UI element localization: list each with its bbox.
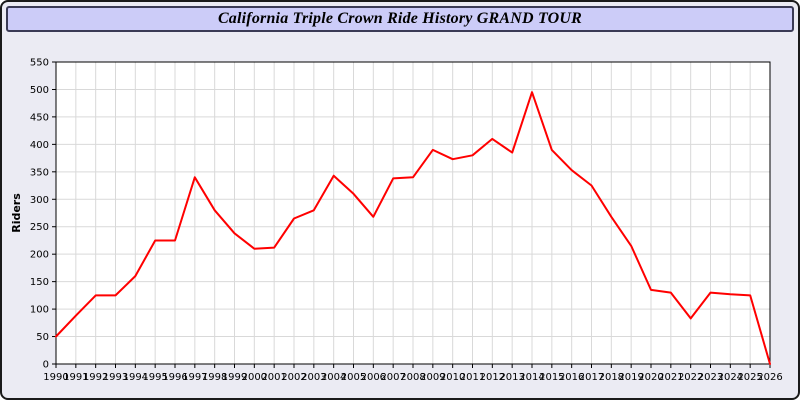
svg-text:2025: 2025 (737, 372, 762, 383)
svg-text:2021: 2021 (658, 372, 683, 383)
svg-text:2026: 2026 (757, 372, 782, 383)
svg-text:2023: 2023 (698, 372, 723, 383)
svg-text:2004: 2004 (321, 372, 346, 383)
svg-text:2007: 2007 (380, 372, 405, 383)
svg-text:1993: 1993 (103, 372, 128, 383)
svg-text:2015: 2015 (539, 372, 564, 383)
svg-text:1991: 1991 (63, 372, 88, 383)
svg-text:2001: 2001 (261, 372, 286, 383)
svg-text:1999: 1999 (222, 372, 247, 383)
svg-text:1995: 1995 (142, 372, 167, 383)
svg-text:300: 300 (30, 195, 49, 206)
svg-text:500: 500 (30, 85, 49, 96)
svg-text:1992: 1992 (83, 372, 108, 383)
svg-text:100: 100 (30, 305, 49, 316)
svg-text:2000: 2000 (242, 372, 267, 383)
chart-panel: 0 50 100 150 200 250 300 350 400 450 500 550 1990 199… (8, 46, 796, 396)
svg-text:2014: 2014 (519, 372, 544, 383)
svg-text:2009: 2009 (420, 372, 445, 383)
svg-text:2002: 2002 (281, 372, 306, 383)
svg-text:2003: 2003 (301, 372, 326, 383)
svg-text:2012: 2012 (480, 372, 505, 383)
svg-text:450: 450 (30, 112, 49, 123)
svg-text:2020: 2020 (638, 372, 663, 383)
title-bar: California Triple Crown Ride History GRA… (6, 6, 794, 32)
svg-text:2011: 2011 (460, 372, 485, 383)
svg-text:Riders: Riders (10, 193, 23, 233)
svg-text:200: 200 (30, 250, 49, 261)
svg-text:2008: 2008 (400, 372, 425, 383)
svg-text:2019: 2019 (618, 372, 643, 383)
svg-text:250: 250 (30, 222, 49, 233)
chart-canvas: 0501001502002503003504004505005501990199… (10, 58, 783, 384)
svg-text:0: 0 (43, 360, 49, 371)
svg-text:1996: 1996 (162, 372, 187, 383)
svg-text:400: 400 (30, 140, 49, 151)
svg-text:350: 350 (30, 167, 49, 178)
svg-text:1997: 1997 (182, 372, 207, 383)
svg-text:2022: 2022 (678, 372, 703, 383)
page-title: California Triple Crown Ride History GRA… (217, 10, 583, 27)
svg-text:2010: 2010 (440, 372, 465, 383)
svg-text:1994: 1994 (123, 372, 148, 383)
svg-text:550: 550 (30, 58, 49, 69)
svg-text:1990: 1990 (43, 372, 68, 383)
svg-text:2005: 2005 (341, 372, 366, 383)
svg-text:50: 50 (36, 332, 49, 343)
svg-text:2024: 2024 (718, 372, 743, 383)
svg-text:150: 150 (30, 277, 49, 288)
svg-text:2017: 2017 (579, 372, 604, 383)
svg-text:2016: 2016 (559, 372, 584, 383)
svg-text:2006: 2006 (361, 372, 386, 383)
svg-text:1998: 1998 (202, 372, 227, 383)
svg-text:2018: 2018 (599, 372, 624, 383)
svg-text:2013: 2013 (499, 372, 524, 383)
